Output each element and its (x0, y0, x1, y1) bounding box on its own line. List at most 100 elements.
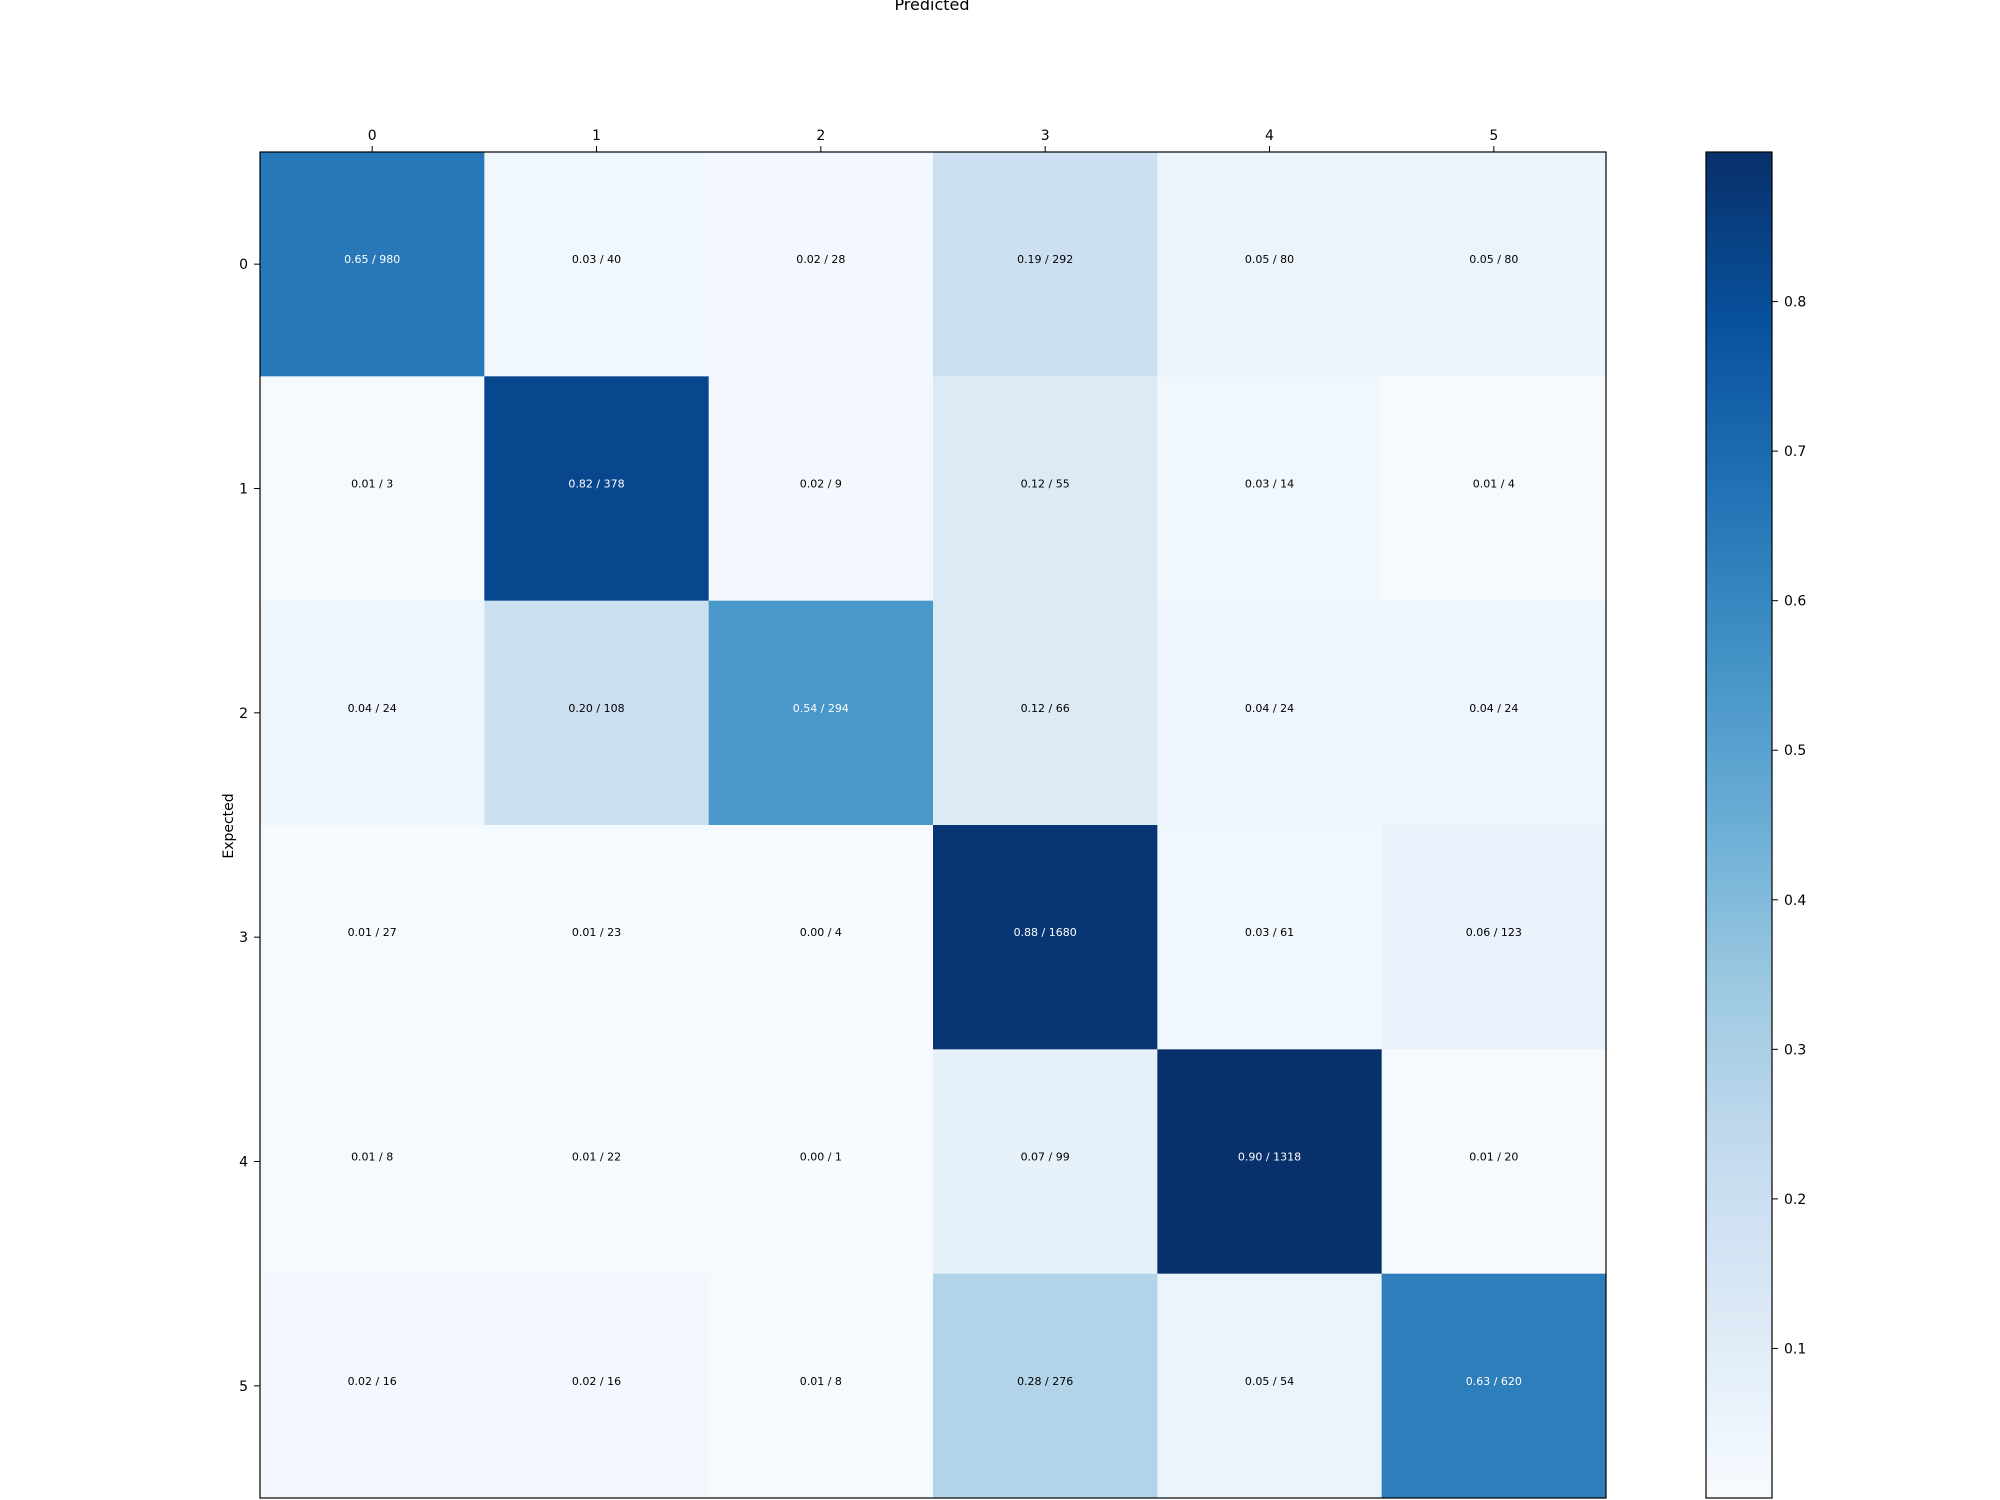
colorbar-tick-label: 0.8 (1784, 295, 1806, 311)
heatmap-cell (484, 1273, 710, 1499)
cell-label: 0.01 / 20 (1469, 1151, 1518, 1164)
colorbar-ticks: 0.1 0.2 0.3 0.4 0.5 0.6 0.7 0.8 (1772, 295, 1806, 1357)
heatmap-cell (260, 152, 485, 377)
heatmap-cell (1157, 376, 1383, 602)
cell-label: 0.01 / 27 (348, 926, 397, 939)
heatmap-cell (708, 825, 934, 1050)
cell-label: 0.04 / 24 (1245, 702, 1294, 715)
cell-label: 0.12 / 66 (1021, 702, 1070, 715)
cell-label: 0.00 / 1 (800, 1151, 842, 1164)
cell-label: 0.28 / 276 (1017, 1375, 1073, 1388)
cell-label: 0.12 / 55 (1021, 478, 1070, 491)
cell-label: 0.04 / 24 (1469, 702, 1518, 715)
colorbar-tick-label: 0.6 (1784, 594, 1806, 610)
cell-label: 0.05 / 80 (1245, 253, 1294, 266)
y-axis-label: Expected (221, 793, 237, 858)
heatmap-cell (260, 1049, 485, 1275)
cell-label: 0.01 / 3 (351, 478, 393, 491)
x-tick-label: 5 (1489, 128, 1498, 144)
colorbar-tick-label: 0.4 (1784, 893, 1806, 909)
heatmap-cell (933, 825, 1158, 1050)
y-tick-label: 1 (239, 482, 248, 498)
cell-label: 0.03 / 61 (1245, 926, 1294, 939)
x-tick-label: 2 (816, 128, 825, 144)
heatmap-cell (933, 376, 1158, 602)
heatmap-cell (260, 1273, 485, 1499)
heatmap-cell (933, 1273, 1158, 1499)
cell-label: 0.65 / 980 (344, 253, 400, 266)
cell-label: 0.07 / 99 (1021, 1151, 1070, 1164)
heatmap-cell (708, 376, 934, 602)
cell-label: 0.05 / 80 (1469, 253, 1518, 266)
heatmap-cell-labels: 0.65 / 980 0.03 / 40 0.02 / 28 0.19 / 292 0.… (344, 253, 1522, 1388)
cell-label: 0.01 / 8 (800, 1375, 842, 1388)
cell-label: 0.54 / 294 (793, 702, 849, 715)
cell-label: 0.20 / 108 (568, 702, 624, 715)
heatmap-cell (708, 152, 934, 377)
heatmap-cell (484, 600, 710, 826)
x-tick-label: 3 (1041, 128, 1050, 144)
cell-label: 0.03 / 40 (572, 253, 621, 266)
x-tick-label: 1 (592, 128, 601, 144)
cell-label: 0.01 / 4 (1473, 478, 1515, 491)
cell-label: 0.03 / 14 (1245, 478, 1294, 491)
heatmap-cell (1157, 600, 1383, 826)
cell-label: 0.82 / 378 (568, 478, 624, 491)
heatmap-cell (1381, 825, 1607, 1050)
cell-label: 0.04 / 24 (348, 702, 397, 715)
y-tick-label: 3 (239, 930, 248, 946)
cell-label: 0.00 / 4 (800, 926, 842, 939)
colorbar-tick-label: 0.3 (1784, 1042, 1806, 1058)
cell-label: 0.19 / 292 (1017, 253, 1073, 266)
heatmap-cell (260, 600, 485, 826)
cell-label: 0.02 / 16 (348, 1375, 397, 1388)
heatmap-cell (1381, 152, 1607, 377)
cell-label: 0.05 / 54 (1245, 1375, 1294, 1388)
y-tick-label: 2 (239, 706, 248, 722)
heatmap-cell (1157, 1273, 1383, 1499)
y-tick-label: 5 (239, 1379, 248, 1395)
heatmap-cells (260, 152, 1607, 1499)
colorbar-tick-label: 0.1 (1784, 1341, 1806, 1357)
heatmap-cell (484, 376, 710, 602)
x-tick-label: 0 (368, 128, 377, 144)
cell-label: 0.02 / 9 (800, 478, 842, 491)
heatmap-cell (484, 825, 710, 1050)
heatmap-cell (1381, 1273, 1607, 1499)
y-tick-label: 0 (239, 257, 248, 273)
cell-label: 0.01 / 23 (572, 926, 621, 939)
heatmap-cell (484, 152, 710, 377)
cell-label: 0.02 / 16 (572, 1375, 621, 1388)
heatmap-cell (1157, 1049, 1383, 1275)
heatmap-cell (933, 152, 1158, 377)
heatmap-cell (1381, 600, 1607, 826)
plot-frame (259, 151, 1607, 1499)
heatmap-cell (1157, 152, 1383, 377)
colorbar (1705, 151, 1773, 1499)
heatmap-cell (933, 1049, 1158, 1275)
heatmap-cell (933, 600, 1158, 826)
heatmap-cell (484, 1049, 710, 1275)
heatmap-cell (708, 600, 934, 826)
y-tick-label: 4 (239, 1155, 248, 1171)
heatmap-cell (260, 376, 485, 602)
heatmap-cell (708, 1273, 934, 1499)
cell-label: 0.02 / 28 (796, 253, 845, 266)
y-axis-ticks: 0 1 2 3 4 5 (239, 257, 260, 1395)
x-axis-ticks: 0 1 2 3 4 5 (368, 128, 1498, 152)
cell-label: 0.01 / 22 (572, 1151, 621, 1164)
colorbar-tick-label: 0.2 (1784, 1192, 1806, 1208)
cell-label: 0.01 / 8 (351, 1151, 393, 1164)
heatmap-cell (1381, 1049, 1607, 1275)
colorbar-tick-label: 0.7 (1784, 444, 1806, 460)
colorbar-tick-label: 0.5 (1784, 743, 1806, 759)
chart-title: Predicted (894, 0, 969, 14)
heatmap-cell (1157, 825, 1383, 1050)
cell-label: 0.06 / 123 (1466, 926, 1522, 939)
cell-label: 0.88 / 1680 (1014, 926, 1077, 939)
heatmap-cell (1381, 376, 1607, 602)
cell-label: 0.63 / 620 (1466, 1375, 1522, 1388)
heatmap-cell (708, 1049, 934, 1275)
heatmap-cell (260, 825, 485, 1050)
